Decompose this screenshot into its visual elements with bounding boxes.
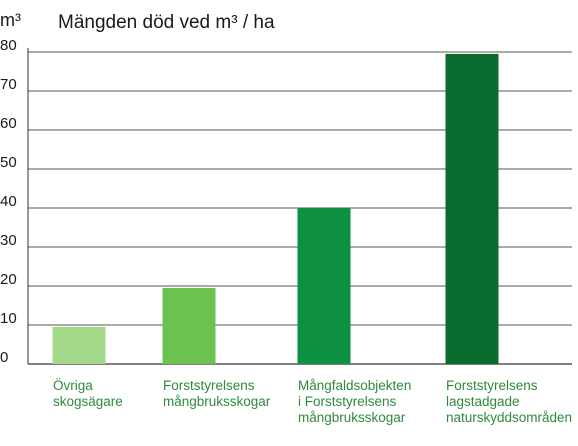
category-label-3: Forststyrelsens lagstadgade naturskyddso… <box>446 378 573 425</box>
category-label-1: Forststyrelsens mångbruksskogar <box>163 378 271 409</box>
y-tick-label-70: 70 <box>0 76 17 93</box>
y-axis-label: m³ <box>0 10 21 30</box>
y-tick-label-50: 50 <box>0 154 17 171</box>
bar-2 <box>297 208 351 364</box>
chart-title: Mängden död ved m³ / ha <box>58 12 275 33</box>
bar-0 <box>52 326 106 364</box>
y-tick-label-40: 40 <box>0 193 17 210</box>
bar-3 <box>445 53 499 364</box>
y-tick-label-80: 80 <box>0 37 17 54</box>
y-tick-label-10: 10 <box>0 310 17 327</box>
y-tick-label-30: 30 <box>0 232 17 249</box>
y-tick-label-0: 0 <box>0 349 8 366</box>
y-tick-label-20: 20 <box>0 271 17 288</box>
y-tick-label-60: 60 <box>0 115 17 132</box>
category-label-2: Mångfaldsobjekten i Forststyrelsens mång… <box>298 378 412 425</box>
bar-1 <box>162 287 216 364</box>
category-label-0: Övriga skogsägare <box>53 378 123 409</box>
